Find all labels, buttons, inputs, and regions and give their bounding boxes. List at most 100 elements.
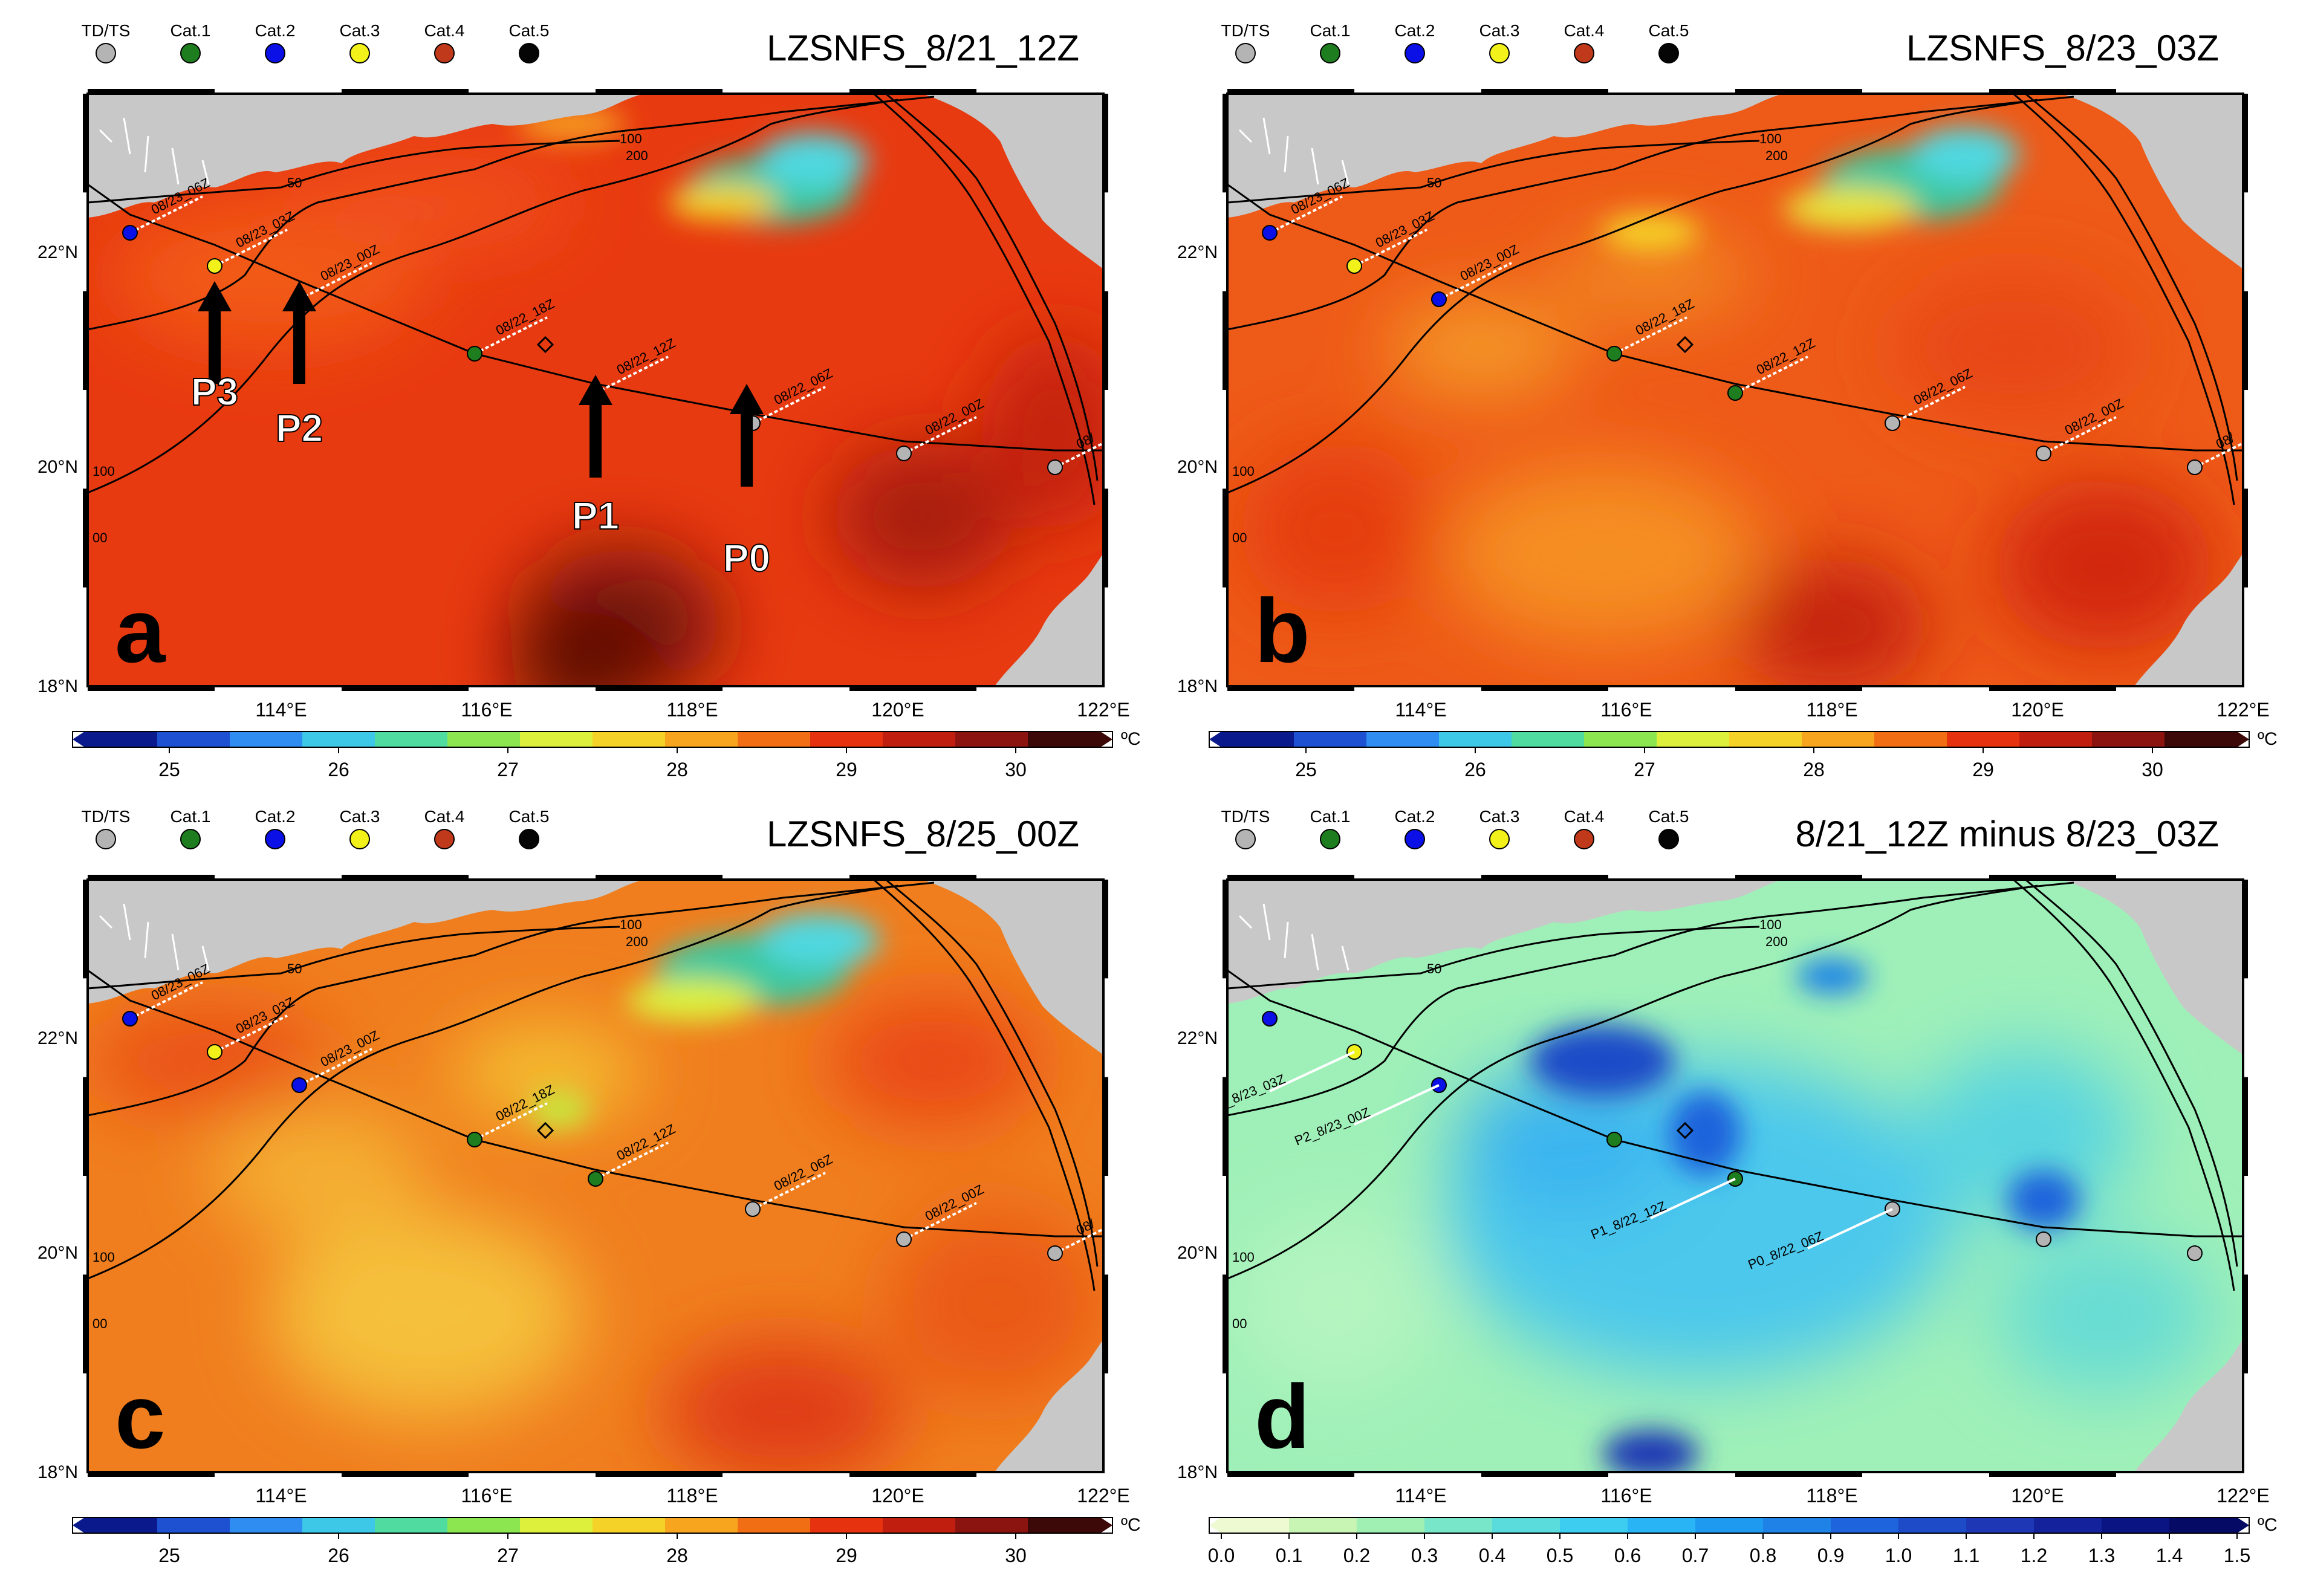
legend-label: Cat.3 (1479, 807, 1520, 826)
colorbar-segment (1763, 1517, 1831, 1533)
colorbar-unit: ºC (1121, 729, 1141, 749)
colorbar-tick-label: 1.5 (2224, 1545, 2250, 1566)
legend-marker (434, 43, 455, 63)
track-time-leader (299, 1048, 372, 1086)
storm-position-marker (1047, 459, 1063, 475)
longitude-label: 120°E (871, 1485, 924, 1507)
longitude-label: 116°E (461, 1485, 512, 1507)
isobath-label: 100 (93, 1250, 115, 1265)
isobath-label: 50 (1427, 175, 1441, 190)
colorbar-tick-label: 27 (1634, 759, 1655, 780)
colorbar-segment (447, 731, 521, 747)
colorbar-segment (2164, 731, 2238, 747)
legend-marker (1320, 829, 1340, 849)
colorbar-segment (1028, 1517, 1101, 1533)
legend-marker (1574, 43, 1594, 63)
colorbar-tick-label: 25 (1295, 759, 1317, 780)
longitude-label: 114°E (255, 699, 307, 721)
storm-position-marker (467, 1132, 482, 1147)
panel-letter: d (1255, 1366, 1310, 1467)
colorbar-segment (1729, 731, 1802, 747)
colorbar-segment (1221, 1517, 1290, 1533)
isobath-label: 100 (93, 464, 115, 479)
latitude-label: 20°N (1177, 457, 1218, 477)
latitude-label: 22°N (1177, 242, 1218, 262)
colorbar-tick-label: 29 (836, 1545, 857, 1566)
isobath-label: 100 (620, 131, 642, 146)
colorbar-segment (2092, 731, 2165, 747)
colorbar-unit: ºC (2258, 1515, 2278, 1535)
colorbar-tick-label: 1.2 (2021, 1545, 2047, 1566)
colorbar-segment (1898, 1517, 1967, 1533)
colorbar-segment (1831, 1517, 1899, 1533)
track-time-leader (595, 355, 669, 394)
colorbar-segment (2019, 731, 2093, 747)
legend-label: TD/TS (1221, 21, 1270, 40)
colorbar-segment (665, 731, 738, 747)
latitude-label: 18°N (1177, 1462, 1218, 1482)
track-time-leader (752, 1172, 826, 1210)
colorbar-segment (157, 1517, 230, 1533)
panel-d: TD/TS Cat.1 Cat.2 Cat.3 Cat.4 Cat.5 8/21_12Z m… (1177, 807, 2270, 1507)
colorbar-tick-label: 0.1 (1276, 1545, 1302, 1566)
storm-position-marker (207, 1044, 222, 1060)
colorbar-segment (593, 1517, 666, 1533)
colorbar-segment (738, 1517, 811, 1533)
panel-c: TD/TS Cat.1 Cat.2 Cat.3 Cat.4 Cat.5 LZSNFS_8/2… (37, 807, 1130, 1507)
legend-label: Cat.5 (509, 21, 550, 40)
colorbar-segment (2169, 1517, 2238, 1533)
legend-label: Cat.2 (1395, 21, 1435, 40)
track-time-leader (1354, 229, 1427, 267)
legend-marker (1489, 829, 1510, 849)
storm-position-marker (1047, 1245, 1063, 1261)
colorbar-tick-label: 25 (158, 1545, 180, 1566)
track-time-leader (1614, 316, 1687, 355)
legend-marker (1235, 43, 1256, 63)
legend-label: Cat.4 (424, 807, 465, 826)
colorbar-tick-label: 0.7 (1682, 1545, 1709, 1566)
legend-marker (1489, 43, 1510, 63)
legend-marker (1320, 43, 1340, 63)
legend-marker (349, 829, 370, 849)
colorbar-tick-label: 30 (1005, 759, 1027, 780)
track-time-leader (1892, 386, 1966, 424)
legend-label: TD/TS (82, 21, 131, 40)
storm-position-marker (207, 258, 222, 274)
track-time-leader (214, 229, 288, 267)
track-time-leader (595, 1141, 669, 1180)
point-arrow (730, 384, 764, 487)
isobath-label: 50 (1427, 961, 1441, 976)
legend-marker (1405, 829, 1425, 849)
longitude-label: 120°E (871, 699, 924, 721)
track-time-leader (903, 416, 977, 455)
track-time-leader (299, 262, 372, 300)
storm-position-marker (2036, 446, 2051, 461)
storm-position-marker (1606, 1132, 1622, 1147)
longitude-label: 120°E (2011, 1485, 2064, 1507)
legend-marker (180, 829, 201, 849)
isobath-label: 50 (287, 175, 302, 190)
latitude-label: 18°N (37, 676, 78, 696)
legend-label: TD/TS (82, 807, 131, 826)
longitude-label: 122°E (1077, 1485, 1130, 1507)
colorbar-segment (883, 1517, 956, 1533)
isobath-label: 200 (626, 934, 648, 949)
storm-position-marker (467, 346, 482, 362)
legend-label: Cat.2 (255, 807, 296, 826)
isobath-label: 200 (1765, 934, 1788, 949)
colorbar-segment (1492, 1517, 1560, 1533)
colorbar-tick-label: 28 (1803, 759, 1825, 780)
colorbar-segment (1695, 1517, 1764, 1533)
latitude-label: 18°N (37, 1462, 78, 1482)
point-label: P3 (191, 370, 238, 414)
legend-label: Cat.2 (1395, 807, 1435, 826)
panel-title: LZSNFS_8/23_03Z (1906, 28, 2219, 68)
panel-title: 8/21_12Z minus 8/23_03Z (1796, 814, 2219, 854)
panel-letter: c (115, 1366, 165, 1467)
colorbar-tick-label: 0.0 (1208, 1545, 1235, 1566)
point-label: P0 (723, 536, 770, 580)
track-time-leader (903, 1202, 977, 1241)
colorbar-segment (1439, 731, 1512, 747)
legend-label: Cat.1 (1310, 807, 1351, 826)
isobath-label: 100 (1232, 464, 1255, 479)
